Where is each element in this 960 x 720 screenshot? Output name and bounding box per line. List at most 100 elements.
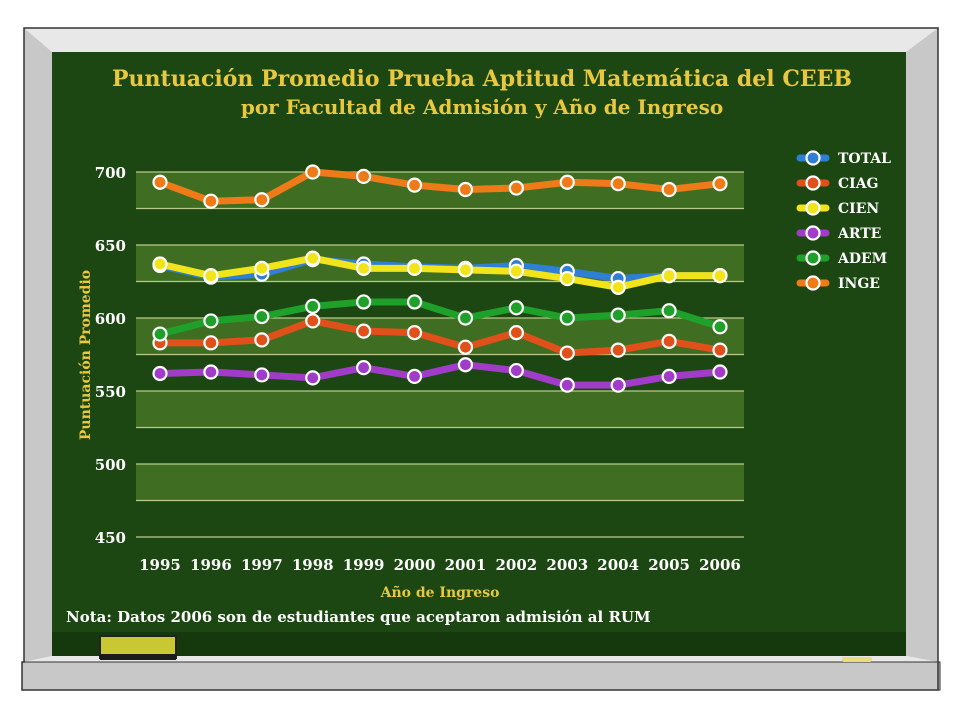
legend-marker <box>805 225 821 241</box>
data-point <box>610 176 626 192</box>
data-point <box>457 357 474 373</box>
grid-band <box>136 464 744 501</box>
data-point <box>712 319 728 335</box>
data-point <box>559 345 575 361</box>
chart: Puntuación Promedio Prueba Aptitud Matem… <box>78 66 891 601</box>
data-point <box>661 268 677 284</box>
y-tick-label: 700 <box>95 164 126 182</box>
data-point <box>610 307 626 323</box>
x-tick-label: 2005 <box>648 556 690 574</box>
data-point <box>661 181 677 198</box>
x-tick-label: 2001 <box>445 556 487 574</box>
data-point <box>356 360 372 376</box>
y-axis: 450 500 550 600 650 700 <box>95 164 126 547</box>
frame-top <box>24 28 938 52</box>
x-axis: 1995 1996 1997 1998 1999 2000 2001 2002 2003 2004… <box>139 556 741 574</box>
data-point <box>712 268 728 284</box>
data-point <box>457 339 474 355</box>
x-tick-label: 2003 <box>546 556 588 574</box>
y-tick-label: 450 <box>95 529 126 547</box>
data-point <box>661 303 677 319</box>
legend-item-arte: ARTE <box>796 225 881 242</box>
frame-bottom-ledge <box>24 656 938 662</box>
legend-marker <box>805 175 821 191</box>
data-point <box>356 294 372 310</box>
series-line <box>156 361 724 389</box>
data-point <box>661 368 677 384</box>
legend-marker <box>805 250 821 266</box>
data-point <box>406 177 423 193</box>
data-point <box>356 168 372 184</box>
data-point <box>305 313 321 329</box>
data-point <box>254 308 270 325</box>
data-point <box>254 260 270 276</box>
data-point <box>406 368 423 384</box>
legend-label: ADEM <box>837 251 887 267</box>
chalk-stick <box>842 657 872 662</box>
series-line <box>156 317 724 357</box>
legend-label: TOTAL <box>838 151 891 167</box>
x-axis-label: Año de Ingreso <box>380 584 500 601</box>
legend-item-adem: ADEM <box>796 250 887 267</box>
series-line <box>156 168 724 205</box>
data-point <box>406 325 423 341</box>
eraser-base <box>100 654 176 660</box>
x-tick-label: 1999 <box>343 556 385 574</box>
y-tick-label: 650 <box>95 237 126 255</box>
data-point <box>203 268 219 284</box>
data-point <box>457 262 474 278</box>
data-point <box>559 310 575 326</box>
data-point <box>305 250 321 266</box>
x-tick-label: 2002 <box>495 556 537 574</box>
x-tick-label: 1998 <box>292 556 334 574</box>
legend-item-cien: CIEN <box>796 200 879 217</box>
data-point <box>356 260 372 276</box>
data-point <box>661 333 677 349</box>
x-tick-label: 1995 <box>139 556 181 574</box>
data-point <box>406 294 423 310</box>
frame-right <box>906 28 938 662</box>
data-point <box>508 362 524 379</box>
series-adem <box>152 294 728 342</box>
data-point <box>406 260 423 276</box>
series-line <box>156 254 724 291</box>
data-point <box>559 270 575 287</box>
legend-item-inge: INGE <box>796 275 880 292</box>
data-point <box>203 193 219 209</box>
x-tick-label: 2000 <box>394 556 436 574</box>
data-point <box>508 263 524 279</box>
legend-marker <box>805 150 821 166</box>
chart-title: Puntuación Promedio Prueba Aptitud Matem… <box>112 66 852 92</box>
legend-label: CIAG <box>838 176 879 192</box>
frame-left <box>24 28 52 662</box>
legend-marker <box>805 200 821 216</box>
note-strip <box>52 632 906 656</box>
legend-label: ARTE <box>837 226 881 242</box>
series-arte <box>152 357 728 393</box>
data-point <box>305 164 321 180</box>
series-cien <box>152 250 728 295</box>
data-point <box>305 370 321 386</box>
frame-outline <box>21 27 939 691</box>
series-lines <box>152 164 728 393</box>
legend: TOTAL CIAG CIEN ARTE ADEM INGE <box>796 150 891 292</box>
legend-item-total: TOTAL <box>796 150 891 167</box>
x-tick-label: 1996 <box>190 556 232 574</box>
legend-label: INGE <box>838 276 880 292</box>
data-point <box>457 181 474 198</box>
footnote: Nota: Datos 2006 son de estudiantes que … <box>66 608 651 626</box>
series-line <box>156 298 724 338</box>
data-point <box>508 180 524 196</box>
data-point <box>508 325 524 341</box>
y-axis-label: Puntuación Promedio <box>78 270 94 440</box>
plot-area <box>136 171 744 538</box>
data-point <box>712 176 728 192</box>
data-point <box>152 365 168 382</box>
x-tick-label: 1997 <box>241 556 283 574</box>
data-point <box>610 279 626 295</box>
data-point <box>152 256 168 272</box>
grid-band <box>136 318 744 355</box>
chart-subtitle: por Facultad de Admisión y Año de Ingres… <box>241 95 723 119</box>
data-point <box>152 174 168 190</box>
